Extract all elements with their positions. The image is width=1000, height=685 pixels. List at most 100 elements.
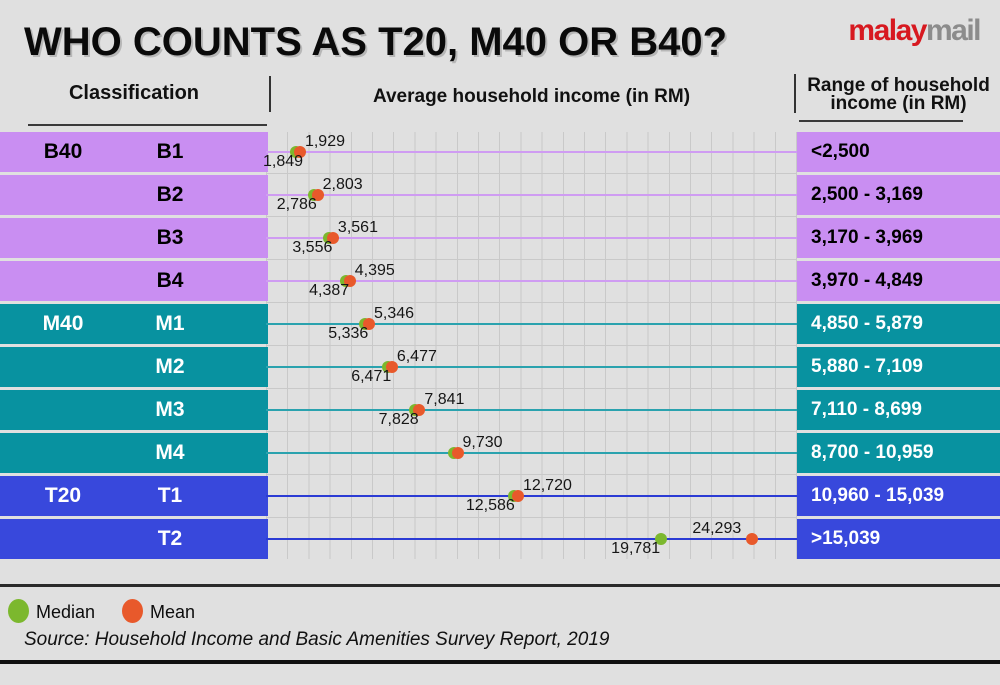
median-value-label: 6,471 xyxy=(351,368,392,385)
source-attribution: Source: Household Income and Basic Ameni… xyxy=(24,629,610,650)
classification-header-underline xyxy=(28,124,267,126)
malaymail-logo: malaymail xyxy=(848,14,982,48)
mean-value-label: 2,803 xyxy=(322,176,363,193)
mean-value-label: 9,730 xyxy=(462,434,503,451)
mean-dot-icon xyxy=(326,232,339,244)
median-value-label: 1,849 xyxy=(263,153,304,170)
row-axis-line xyxy=(266,538,797,540)
row-axis-line xyxy=(266,409,797,411)
mean-dot-icon xyxy=(311,189,324,201)
mean-value-label: 5,346 xyxy=(373,305,415,322)
row-axis-line xyxy=(266,452,797,454)
median-value-label: 5,336 xyxy=(328,325,369,342)
row-axis-line xyxy=(266,323,797,325)
median-legend-label: Median xyxy=(36,602,96,622)
mean-value-label: 1,929 xyxy=(304,133,345,150)
subgroup-label: T2 xyxy=(157,527,183,550)
table-row: M40 M1 5,346 5,336 4,850 - 5,879 xyxy=(0,304,1000,344)
subgroup-label: M2 xyxy=(155,355,185,378)
subgroup-label: M1 xyxy=(155,312,185,335)
table-row: M2 6,477 6,471 5,880 - 7,109 xyxy=(0,347,1000,387)
range-cell: 5,880 - 7,109 xyxy=(797,347,1000,387)
table-row: T20 T1 12,720 12,586 10,960 - 15,039 xyxy=(0,476,1000,516)
median-value-label: 4,387 xyxy=(309,282,350,299)
median-value-label: 2,786 xyxy=(276,196,317,213)
median-value-label: 7,828 xyxy=(378,411,419,428)
mean-dot-icon xyxy=(413,404,426,416)
classification-band: B2 xyxy=(0,175,268,215)
column-divider-right xyxy=(794,74,796,113)
mean-dot-icon xyxy=(745,533,758,545)
group-label: B40 xyxy=(43,140,83,163)
range-cell: 3,170 - 3,969 xyxy=(797,218,1000,258)
mean-legend-label: Mean xyxy=(150,602,196,622)
range-cell: 10,960 - 15,039 xyxy=(797,476,1000,516)
median-dot-icon xyxy=(654,533,667,545)
median-value-label: 12,586 xyxy=(465,497,515,514)
mean-value-label: 12,720 xyxy=(522,477,572,494)
mean-dot-icon xyxy=(293,146,306,158)
row-axis-line xyxy=(266,280,797,282)
classification-band: M4 xyxy=(0,433,268,473)
table-row: M3 7,841 7,828 7,110 - 8,699 xyxy=(0,390,1000,430)
subgroup-label: B4 xyxy=(156,269,184,292)
row-axis-line xyxy=(266,151,797,153)
group-label: M40 xyxy=(42,312,84,335)
mean-value-label: 3,561 xyxy=(337,219,378,236)
range-cell: 3,970 - 4,849 xyxy=(797,261,1000,301)
mean-legend-dot-icon xyxy=(122,599,143,623)
classification-band: B40 B1 xyxy=(0,132,268,172)
chart-gridlines xyxy=(266,132,797,559)
mean-value-label: 24,293 xyxy=(692,520,742,537)
table-row: T2 24,293 19,781 >15,039 xyxy=(0,519,1000,559)
mean-dot-icon xyxy=(511,490,524,502)
range-cell: 7,110 - 8,699 xyxy=(797,390,1000,430)
range-cell: <2,500 xyxy=(797,132,1000,172)
range-cell: 8,700 - 10,959 xyxy=(797,433,1000,473)
mean-value-label: 7,841 xyxy=(424,391,465,408)
table-row: M4 9,730 8,700 - 10,959 xyxy=(0,433,1000,473)
column-header-classification: Classification xyxy=(68,82,200,104)
row-axis-line xyxy=(266,366,797,368)
mean-dot-icon xyxy=(362,318,375,330)
median-value-label: 19,781 xyxy=(611,540,661,557)
logo-gray-part: mail xyxy=(925,14,982,47)
range-cell: 4,850 - 5,879 xyxy=(797,304,1000,344)
mean-dot-icon xyxy=(385,361,398,373)
bottom-border-bar xyxy=(0,660,1000,664)
column-header-range-line1: Range of household xyxy=(807,75,990,96)
logo-red-part: malay xyxy=(848,14,927,47)
subgroup-label: T1 xyxy=(157,484,183,507)
row-axis-line xyxy=(266,495,797,497)
classification-band: T2 xyxy=(0,519,268,559)
classification-band: M3 xyxy=(0,390,268,430)
column-header-range: Range of household income (in RM) xyxy=(797,75,1000,114)
column-header-range-line2: income (in RM) xyxy=(830,93,967,114)
range-header-underline xyxy=(799,120,963,122)
group-label: T20 xyxy=(44,484,82,507)
median-value-label: 3,556 xyxy=(292,239,333,256)
subgroup-label: B3 xyxy=(156,226,184,249)
table-row: B40 B1 1,929 1,849 <2,500 xyxy=(0,132,1000,172)
row-axis-line xyxy=(266,237,797,239)
classification-band: T20 T1 xyxy=(0,476,268,516)
legend-divider-line xyxy=(0,584,1000,587)
mean-dot-icon xyxy=(343,275,356,287)
mean-dot-icon xyxy=(451,447,464,459)
table-row: B4 4,395 4,387 3,970 - 4,849 xyxy=(0,261,1000,301)
classification-band: B3 xyxy=(0,218,268,258)
subgroup-label: B1 xyxy=(156,140,184,163)
classification-band: M40 M1 xyxy=(0,304,268,344)
mean-value-label: 4,395 xyxy=(354,262,395,279)
subgroup-label: B2 xyxy=(156,183,184,206)
range-cell: 2,500 - 3,169 xyxy=(797,175,1000,215)
classification-band: M2 xyxy=(0,347,268,387)
range-cell: >15,039 xyxy=(797,519,1000,559)
subgroup-label: M4 xyxy=(155,441,185,464)
subgroup-label: M3 xyxy=(155,398,185,421)
classification-band: B4 xyxy=(0,261,268,301)
median-legend-dot-icon xyxy=(8,599,29,623)
table-row: B3 3,561 3,556 3,170 - 3,969 xyxy=(0,218,1000,258)
page-title: WHO COUNTS AS T20, M40 OR B40? xyxy=(24,20,728,64)
